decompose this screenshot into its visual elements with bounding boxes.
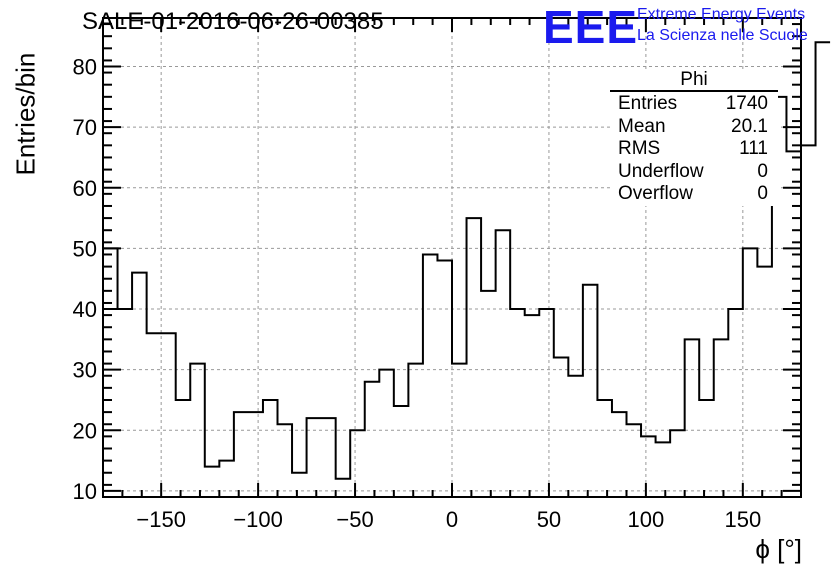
grid-lines [103, 18, 801, 497]
x-tick-label: 50 [537, 507, 561, 532]
logo-line-1: Extreme Energy Events [637, 6, 806, 23]
stats-value: 0 [757, 160, 768, 182]
stats-label: Mean [618, 115, 666, 137]
stats-row-entries: Entries 1740 [610, 93, 778, 116]
stats-label: Underflow [618, 160, 704, 182]
axis-tick-labels: 10 20 30 40 50 60 70 80 −150 −100 −50 0 50 100 150 [73, 55, 762, 532]
x-tick-label: −100 [233, 507, 283, 532]
stats-value: 0 [757, 183, 768, 204]
stats-value: 20.1 [731, 115, 768, 137]
stats-box: Phi Entries 1740 Mean 20.1 RMS 111 Under… [610, 70, 778, 206]
stats-row-mean: Mean 20.1 [610, 116, 778, 139]
stats-row-overflow: Overflow 0 [610, 183, 778, 206]
y-tick-label: 30 [73, 358, 97, 383]
stats-row-underflow: Underflow 0 [610, 161, 778, 184]
x-tick-label: 0 [446, 507, 458, 532]
stats-value: 111 [739, 138, 768, 159]
x-axis-label: ϕ [°] [755, 534, 802, 564]
x-tick-label: 100 [628, 507, 665, 532]
y-tick-label: 10 [73, 479, 97, 504]
x-tick-label: −50 [336, 507, 373, 532]
x-tick-label: 150 [724, 507, 761, 532]
y-tick-label: 80 [73, 55, 97, 80]
y-tick-label: 70 [73, 115, 97, 140]
y-tick-label: 20 [73, 418, 97, 443]
logo-line-2: La Scienza nelle Scuole [637, 27, 808, 44]
y-axis-label: Entries/bin [10, 52, 41, 176]
histogram-series-line [103, 41, 831, 480]
stats-label: Overflow [618, 183, 693, 204]
stats-row-rms: RMS 111 [610, 138, 778, 161]
y-tick-label: 60 [73, 176, 97, 201]
axis-ticks [102, 18, 802, 498]
eee-logo: EEE [543, 1, 639, 53]
stats-box-title: Phi [610, 70, 778, 92]
stats-value: 1740 [725, 93, 768, 114]
y-tick-label: 40 [73, 297, 97, 322]
x-tick-label: −150 [136, 507, 186, 532]
logo-caption: Extreme Energy Events La Scienza nelle S… [637, 4, 808, 46]
stats-label: RMS [618, 138, 661, 159]
y-tick-label: 50 [73, 236, 97, 261]
chart-title: SALE-01-2016-06-26-00385 [82, 8, 384, 35]
stats-label: Entries [618, 93, 678, 114]
